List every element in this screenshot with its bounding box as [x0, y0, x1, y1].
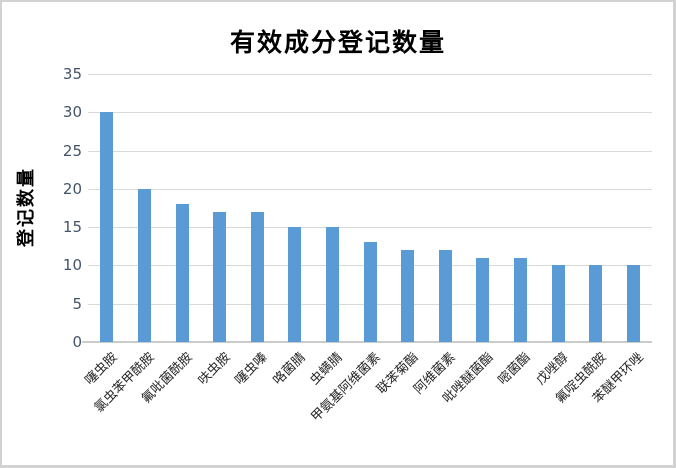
- bar: [213, 211, 227, 342]
- bar: [401, 250, 415, 342]
- plot-area: [82, 74, 652, 343]
- y-axis-tick-label: 20: [62, 179, 82, 198]
- bar: [513, 257, 527, 342]
- bar: [551, 265, 565, 342]
- x-axis-category-label: 呋虫胺: [195, 350, 234, 389]
- x-axis-category-label: 咯菌腈: [270, 350, 309, 389]
- x-axis-line: [82, 341, 652, 343]
- gridline: [88, 227, 652, 229]
- y-axis-tick-label: 35: [62, 65, 82, 83]
- y-axis-tick-label: 30: [62, 103, 82, 122]
- y-axis-tick-label: 15: [62, 218, 82, 237]
- gridline: [88, 112, 652, 114]
- bar: [476, 257, 490, 342]
- bar: [589, 265, 603, 342]
- y-axis-tick-label: 5: [72, 294, 82, 313]
- bar: [325, 227, 339, 342]
- x-axis-category-label: 甲氨基阿维菌素: [308, 350, 384, 425]
- x-axis-category-label: 嘧菌酯: [495, 350, 535, 389]
- bar: [250, 211, 264, 342]
- bar: [438, 250, 452, 342]
- bar: [288, 227, 302, 342]
- bar: [100, 112, 114, 342]
- bar: [137, 188, 151, 342]
- gridline: [88, 150, 652, 152]
- gridline: [88, 188, 652, 190]
- gridline: [88, 74, 652, 75]
- y-axis-title: 登记数量: [16, 167, 37, 247]
- bar: [363, 242, 377, 342]
- bar: [626, 265, 640, 342]
- y-axis-tick-label: 10: [62, 256, 82, 275]
- x-axis-category-label: 噻虫嗪: [232, 350, 271, 389]
- y-axis-tick-label: 25: [62, 141, 82, 160]
- chart-title: 有效成分登记数量: [229, 28, 446, 57]
- bar: [175, 204, 189, 342]
- y-axis-tick-label: 0: [72, 333, 82, 351]
